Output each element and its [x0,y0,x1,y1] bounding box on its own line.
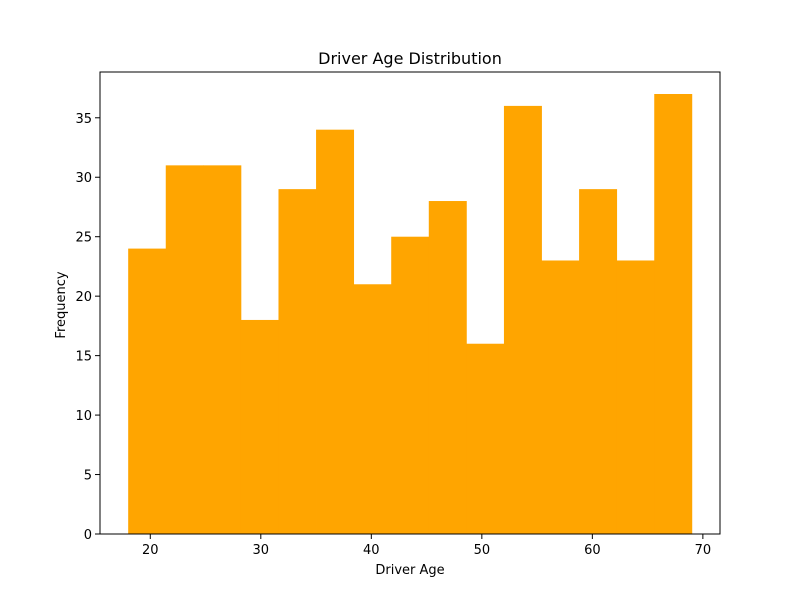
histogram-bar-14 [616,260,655,534]
histogram-bar-15 [654,94,693,534]
y-tick-label: 20 [75,290,92,305]
x-tick-label: 70 [695,543,712,558]
x-tick-label: 60 [584,543,601,558]
histogram-bar-12 [541,260,580,534]
x-tick-label: 40 [363,543,380,558]
histogram-bar-1 [128,248,167,534]
y-axis: 0 5 10 15 20 25 30 35 [75,112,100,543]
y-tick-label: 0 [84,528,92,543]
histogram-bar-10 [466,343,505,534]
chart-title: Driver Age Distribution [318,49,502,68]
axes-frame [99,71,721,535]
histogram-bar-8 [391,236,430,534]
histogram-bar-2 [165,165,204,534]
histogram-bar-5 [278,189,317,534]
y-tick-label: 10 [75,409,92,424]
histogram-bar-13 [579,189,618,534]
x-tick-label: 20 [142,543,159,558]
y-tick-label: 5 [84,469,92,484]
histogram-bar-4 [240,319,279,534]
histogram-bar-6 [316,129,355,535]
histogram-bar-9 [428,201,467,534]
y-tick-label: 35 [75,112,92,127]
histogram-bar-3 [203,165,242,534]
y-axis-title: Frequency [54,271,69,338]
histogram-bar-11 [503,105,542,534]
bars-group [128,94,693,535]
x-axis: 20 30 40 50 60 70 [142,534,711,558]
histogram-bar-7 [353,284,392,534]
x-axis-title: Driver Age [375,563,444,578]
x-tick-label: 50 [474,543,491,558]
x-tick-label: 30 [253,543,270,558]
y-tick-label: 25 [75,231,92,246]
y-tick-label: 15 [75,350,92,365]
y-tick-label: 30 [75,171,92,186]
